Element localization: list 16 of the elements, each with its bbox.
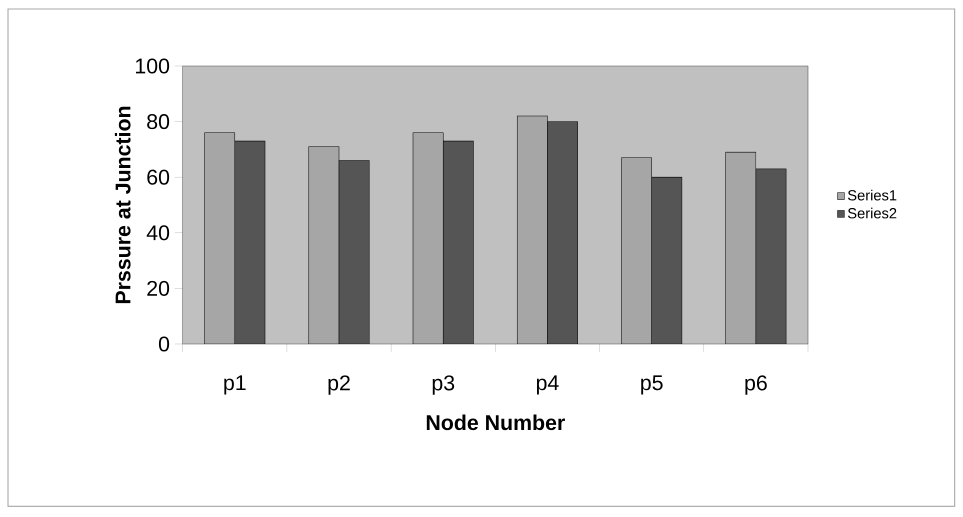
x-tick-label: p2	[328, 375, 350, 395]
x-tick-label: p6	[745, 375, 767, 395]
legend-label: Series1	[848, 190, 896, 200]
y-tick-label: 80	[147, 114, 170, 130]
x-tick-label: p1	[224, 375, 246, 394]
y-tick-label: 100	[136, 58, 170, 74]
y-tick-label: 0	[158, 336, 170, 352]
legend-label: Series2	[848, 208, 896, 218]
y-tick-label: 60	[147, 170, 170, 185]
y-axis-title: Prssure at Junction	[114, 106, 131, 304]
x-tick-label: p5	[641, 375, 663, 394]
y-tick-label: 20	[147, 280, 170, 296]
x-tick-label: p3	[432, 375, 454, 395]
x-axis-title: Node Number	[426, 414, 565, 430]
x-tick-label: p4	[536, 375, 559, 394]
y-tick-label: 40	[146, 225, 170, 240]
